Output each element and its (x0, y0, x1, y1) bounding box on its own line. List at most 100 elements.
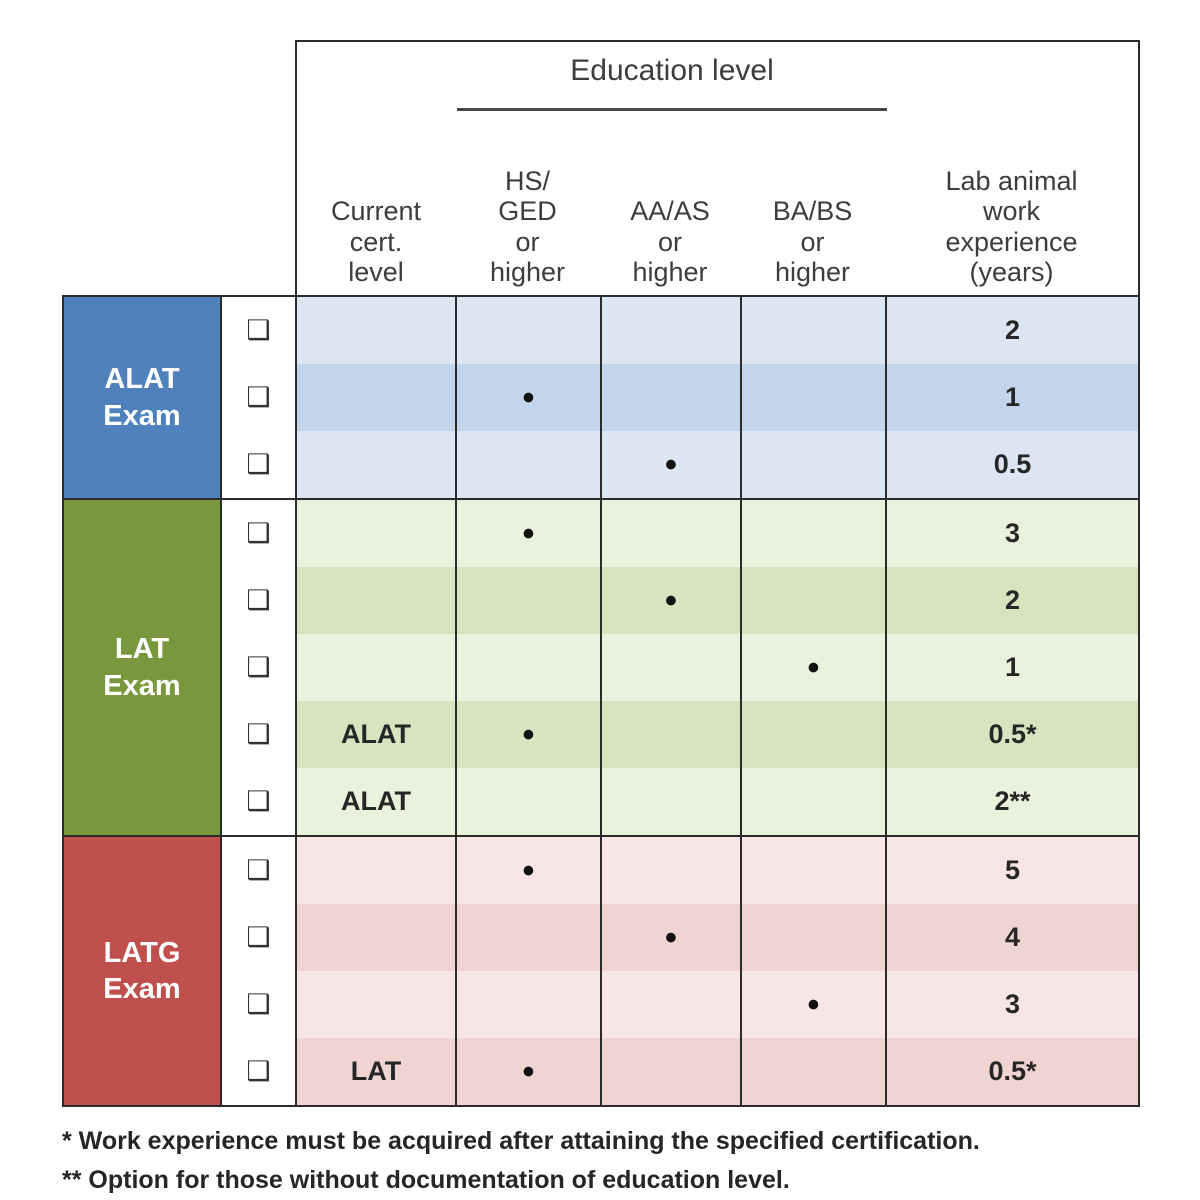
table-row: ❑ 2 (222, 297, 1138, 364)
hs-ged-cell: • (457, 1038, 602, 1105)
checkbox-icon: ❑ (246, 518, 271, 548)
experience-years-value: 5 (1004, 855, 1021, 885)
checkbox-icon: ❑ (246, 449, 271, 479)
row-checkbox[interactable]: ❑ (222, 768, 297, 835)
education-level-underline (457, 108, 887, 111)
aa-as-cell (602, 971, 742, 1038)
ba-bs-cell (742, 297, 887, 364)
exam-group-alat: ALAT Exam ❑ 2 ❑ • 1 ❑ • 0.5 (64, 297, 1138, 498)
experience-years-cell: 3 (887, 500, 1138, 567)
hs-ged-dot: • (522, 851, 535, 890)
experience-years-value: 0.5 (993, 449, 1032, 479)
ba-bs-cell: • (742, 634, 887, 701)
row-checkbox[interactable]: ❑ (222, 431, 297, 498)
exam-group-latg: LATG Exam ❑ • 5 ❑ • 4 ❑ • 3 ❑ LAT • (64, 835, 1138, 1105)
col-header-aa-as: AA/AS or higher (630, 196, 710, 287)
table-row: ❑ • 3 (222, 500, 1138, 567)
experience-years-cell: 2 (887, 567, 1138, 634)
experience-years-value: 2** (994, 786, 1031, 816)
table-row: ❑ • 2 (222, 567, 1138, 634)
row-checkbox[interactable]: ❑ (222, 1038, 297, 1105)
current-cert-value: ALAT (341, 786, 411, 816)
aa-as-dot: • (665, 581, 677, 620)
hs-ged-cell (457, 768, 602, 835)
row-checkbox[interactable]: ❑ (222, 364, 297, 431)
group-label: ALAT Exam (64, 297, 222, 498)
group-label: LATG Exam (64, 837, 222, 1105)
row-checkbox[interactable]: ❑ (222, 837, 297, 904)
hs-ged-dot: • (522, 378, 535, 417)
row-checkbox[interactable]: ❑ (222, 971, 297, 1038)
hs-ged-cell (457, 904, 602, 971)
aa-as-cell (602, 634, 742, 701)
hs-ged-cell (457, 971, 602, 1038)
checkbox-icon: ❑ (246, 382, 271, 412)
experience-years-cell: 0.5* (887, 1038, 1138, 1105)
footnote-no-documentation: ** Option for those without documentatio… (62, 1166, 790, 1194)
col-header-current-cert: Current cert. level (330, 196, 422, 287)
col-header-hs-ged: HS/ GED or higher (489, 166, 566, 287)
aa-as-dot: • (665, 445, 677, 484)
hs-ged-cell (457, 431, 602, 498)
experience-years-value: 1 (1004, 382, 1021, 412)
table-row: ❑ • 4 (222, 904, 1138, 971)
ba-bs-cell (742, 431, 887, 498)
table-row: ❑ • 5 (222, 837, 1138, 904)
current-cert-cell (297, 431, 457, 498)
group-label: LAT Exam (64, 500, 222, 835)
ba-bs-cell (742, 768, 887, 835)
experience-years-cell: 1 (887, 364, 1138, 431)
aa-as-cell (602, 837, 742, 904)
ba-bs-cell: • (742, 971, 887, 1038)
ba-bs-cell (742, 837, 887, 904)
aa-as-cell (602, 364, 742, 431)
footnotes: * Work experience must be acquired after… (62, 1127, 1200, 1195)
checkbox-icon: ❑ (246, 855, 271, 885)
experience-years-value: 3 (1004, 518, 1021, 548)
checkbox-icon: ❑ (246, 922, 271, 952)
hs-ged-dot: • (522, 715, 535, 754)
experience-years-cell: 5 (887, 837, 1138, 904)
current-cert-cell: LAT (297, 1038, 457, 1105)
ba-bs-cell (742, 904, 887, 971)
row-checkbox[interactable]: ❑ (222, 297, 297, 364)
checkbox-icon: ❑ (246, 989, 271, 1019)
aa-as-cell (602, 1038, 742, 1105)
exam-group-lat: LAT Exam ❑ • 3 ❑ • 2 ❑ • 1 ❑ ALAT • (64, 498, 1138, 835)
experience-years-cell: 0.5* (887, 701, 1138, 768)
current-cert-cell (297, 634, 457, 701)
col-header-ba-bs: BA/BS or higher (772, 196, 853, 287)
row-checkbox[interactable]: ❑ (222, 567, 297, 634)
current-cert-cell (297, 500, 457, 567)
aa-as-dot: • (665, 918, 677, 957)
ba-bs-dot: • (807, 648, 820, 687)
experience-years-value: 2 (1004, 585, 1021, 615)
aa-as-cell: • (602, 567, 742, 634)
table-row: ❑ • 1 (222, 364, 1138, 431)
row-checkbox[interactable]: ❑ (222, 500, 297, 567)
table-row: ❑ ALAT 2** (222, 768, 1138, 835)
experience-years-value: 0.5* (988, 1056, 1037, 1086)
table-body: ALAT Exam ❑ 2 ❑ • 1 ❑ • 0.5 LAT Exam ❑ • (62, 295, 1140, 1107)
table-row: ❑ • 0.5 (222, 431, 1138, 498)
experience-years-cell: 3 (887, 971, 1138, 1038)
row-checkbox[interactable]: ❑ (222, 904, 297, 971)
table-row: ❑ LAT • 0.5* (222, 1038, 1138, 1105)
row-checkbox[interactable]: ❑ (222, 634, 297, 701)
experience-years-cell: 0.5 (887, 431, 1138, 498)
hs-ged-cell: • (457, 364, 602, 431)
hs-ged-cell (457, 567, 602, 634)
experience-years-cell: 1 (887, 634, 1138, 701)
experience-years-cell: 4 (887, 904, 1138, 971)
ba-bs-dot: • (807, 985, 820, 1024)
ba-bs-cell (742, 1038, 887, 1105)
checkbox-icon: ❑ (246, 1056, 271, 1086)
table-header: Education level Current cert. level HS/ … (295, 40, 1140, 295)
footnote-work-experience: * Work experience must be acquired after… (62, 1127, 980, 1155)
current-cert-cell (297, 904, 457, 971)
row-checkbox[interactable]: ❑ (222, 701, 297, 768)
experience-years-value: 2 (1004, 315, 1021, 345)
table-row: ❑ • 3 (222, 971, 1138, 1038)
current-cert-value: LAT (350, 1056, 402, 1086)
